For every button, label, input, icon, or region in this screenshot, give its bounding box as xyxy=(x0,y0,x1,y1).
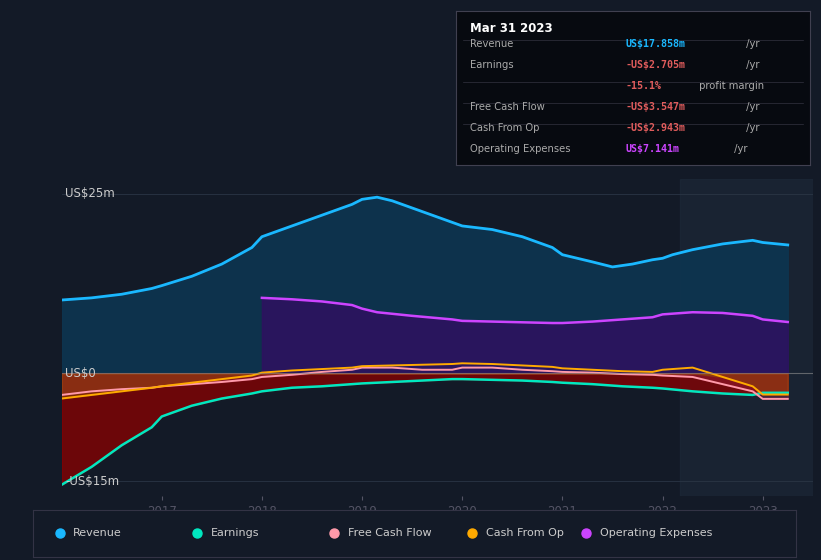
Text: US$17.858m: US$17.858m xyxy=(626,39,686,49)
Text: -US$2.705m: -US$2.705m xyxy=(626,60,686,70)
Text: -15.1%: -15.1% xyxy=(626,81,662,91)
Text: -US$3.547m: -US$3.547m xyxy=(626,102,686,112)
Text: /yr: /yr xyxy=(743,39,759,49)
Text: -US$2.943m: -US$2.943m xyxy=(626,123,686,133)
Text: Cash From Op: Cash From Op xyxy=(470,123,539,133)
Text: US$7.141m: US$7.141m xyxy=(626,144,680,154)
Text: Operating Expenses: Operating Expenses xyxy=(600,529,713,538)
Text: /yr: /yr xyxy=(732,144,748,154)
Text: Free Cash Flow: Free Cash Flow xyxy=(348,529,432,538)
Text: Mar 31 2023: Mar 31 2023 xyxy=(470,22,553,35)
Text: Operating Expenses: Operating Expenses xyxy=(470,144,571,154)
Text: Earnings: Earnings xyxy=(470,60,513,70)
Text: Earnings: Earnings xyxy=(211,529,259,538)
Text: US$25m: US$25m xyxy=(66,187,115,200)
Text: Cash From Op: Cash From Op xyxy=(485,529,563,538)
Text: /yr: /yr xyxy=(743,123,759,133)
Text: Free Cash Flow: Free Cash Flow xyxy=(470,102,544,112)
Text: -US$15m: -US$15m xyxy=(66,475,120,488)
Bar xyxy=(680,179,813,496)
Text: profit margin: profit margin xyxy=(696,81,764,91)
Text: US$0: US$0 xyxy=(66,367,96,380)
Text: /yr: /yr xyxy=(743,60,759,70)
Text: /yr: /yr xyxy=(743,102,759,112)
Text: Revenue: Revenue xyxy=(470,39,513,49)
Text: Revenue: Revenue xyxy=(73,529,122,538)
